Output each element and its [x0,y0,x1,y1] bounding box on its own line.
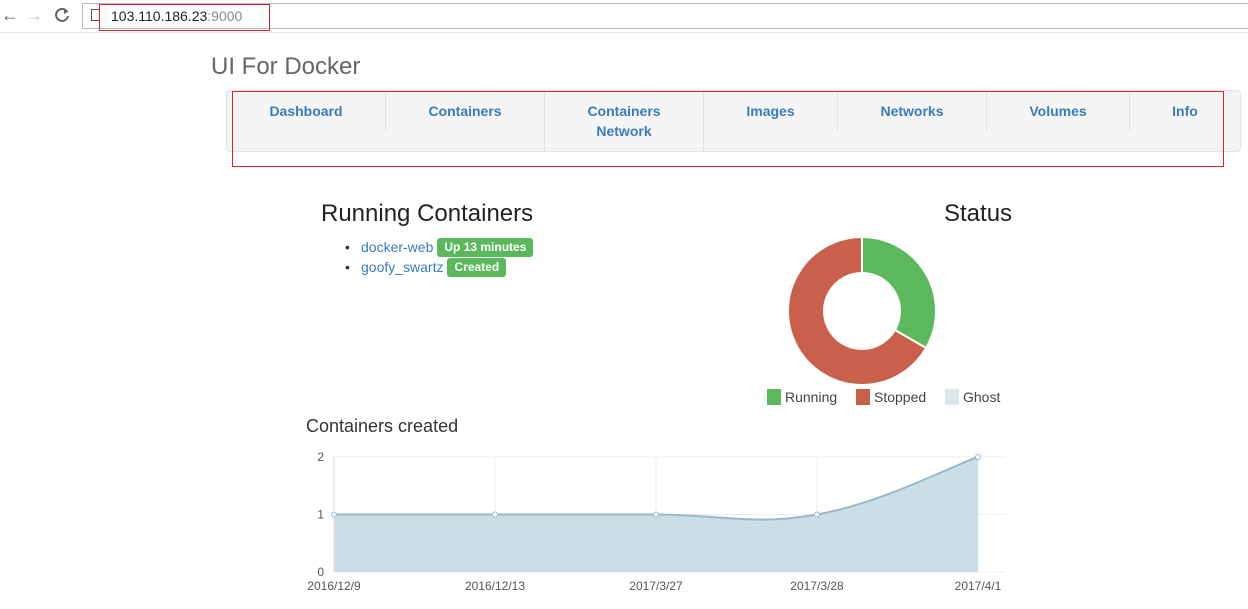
url-host: 103.110.186.23 [111,8,208,24]
nav-containers-network-line2: Network [596,123,652,139]
nav-divider [837,91,838,131]
nav-divider [986,91,987,131]
legend-swatch [856,389,870,405]
url-text[interactable]: 103.110.186.23:9000 [111,7,242,25]
back-arrow-icon[interactable]: ← [1,5,19,25]
nav-divider [544,91,545,151]
legend-item-ghost: Ghost [945,388,1000,406]
legend-label: Running [785,389,838,405]
data-point [975,454,981,460]
forward-arrow-icon[interactable]: → [25,5,43,25]
y-tick-label: 2 [317,450,324,464]
containers-created-heading: Containers created [306,416,459,436]
data-point [492,511,498,518]
legend-label: Ghost [963,389,1001,405]
data-point [814,511,820,518]
container-link[interactable]: goofy_swartz [361,259,444,275]
x-tick-label: 2016/12/13 [465,579,525,593]
nav-containers[interactable]: Containers [428,103,502,119]
nav-divider [703,91,704,151]
legend-swatch [767,389,781,405]
donut-slice-running [861,235,937,350]
legend-label: Stopped [874,389,927,405]
legend-item-stopped: Stopped [856,388,926,406]
nav-containers-network-line1: Containers [587,103,661,119]
status-heading: Status [944,200,1013,227]
status-badge: Created [447,258,507,277]
x-tick-label: 2017/3/28 [790,579,844,593]
y-tick-label: 1 [317,508,324,522]
legend-swatch [945,389,959,405]
page-icon [91,9,100,21]
nav-divider [1129,91,1130,131]
nav-networks[interactable]: Networks [880,103,944,119]
nav-volumes[interactable]: Volumes [1029,103,1087,119]
nav-info[interactable]: Info [1172,103,1198,119]
x-tick-label: 2017/4/1 [955,579,1002,593]
donut-slice-stopped [787,235,928,386]
reload-icon[interactable] [52,4,72,26]
address-bar[interactable]: 103.110.186.23:9000 [82,3,1248,29]
y-tick-label: 0 [317,565,324,579]
nav-dashboard[interactable]: Dashboard [269,103,343,119]
nav-containers-network[interactable]: Containers Network [545,91,703,151]
status-donut-chart [787,235,937,386]
x-tick-label: 2017/3/27 [629,579,683,593]
running-containers-heading: Running Containers [321,200,534,227]
main-nav: Dashboard Containers Containers Network … [226,90,1241,152]
data-point [653,511,659,518]
browser-toolbar: ← → 103.110.186.23:9000 [0,0,1248,33]
url-port: :9000 [207,8,243,24]
containers-created-chart: 0 1 2 2016/12/9 2016/12/13 2017/3/27 2017/3/28… [307,450,1006,593]
nav-divider [385,91,386,131]
status-badge: Up 13 minutes [437,238,534,257]
legend-item-running: Running [767,388,837,406]
container-link[interactable]: docker-web [361,239,434,255]
nav-images[interactable]: Images [746,103,795,119]
page-title: UI For Docker [211,53,361,80]
x-tick-label: 2016/12/9 [307,579,361,593]
